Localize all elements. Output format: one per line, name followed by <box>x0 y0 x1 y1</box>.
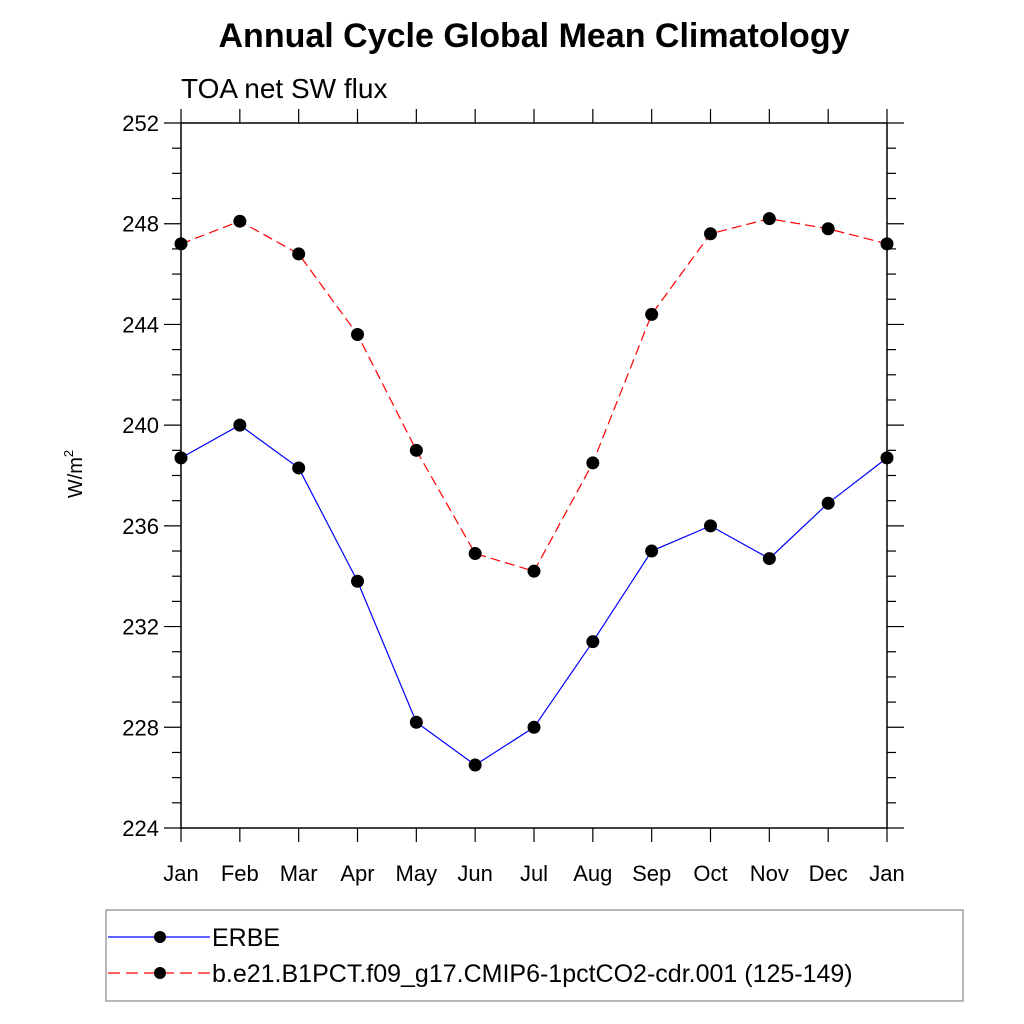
x-tick-label: Aug <box>573 861 612 886</box>
chart-title: Annual Cycle Global Mean Climatology <box>219 17 850 55</box>
y-tick-label: 228 <box>122 715 159 740</box>
x-tick-label: May <box>396 861 438 886</box>
x-tick-label: Jun <box>457 861 492 886</box>
x-tick-label: Dec <box>809 861 848 886</box>
data-point <box>704 519 717 533</box>
x-tick-label: Apr <box>340 861 374 886</box>
data-point <box>645 544 659 558</box>
y-axis-label-base: W/m <box>65 457 87 498</box>
data-point <box>527 720 541 734</box>
series-1 <box>174 418 894 772</box>
data-point <box>351 328 364 341</box>
data-point <box>704 227 717 241</box>
axis-ticks <box>164 109 904 842</box>
x-tick-label: Nov <box>750 861 789 886</box>
legend-marker <box>154 931 166 943</box>
x-tick-labels: Jan Feb Mar Apr May Jun Jul Aug Sep Oct Nov Dec Jan <box>163 861 904 886</box>
data-point <box>821 222 835 236</box>
legend-label: ERBE <box>212 924 280 952</box>
data-point <box>527 564 541 578</box>
legend-item-2: b.e21.B1PCT.f09_g17.CMIP6-1pctCO2-cdr.00… <box>108 960 853 988</box>
data-point <box>233 418 247 432</box>
y-tick-label: 232 <box>122 615 159 640</box>
data-point <box>468 758 482 772</box>
chart-subtitle: TOA net SW flux <box>181 73 387 104</box>
y-tick-label: 252 <box>122 111 159 136</box>
y-axis-label: W/m2 <box>61 450 87 498</box>
series-2 <box>174 212 894 578</box>
y-tick-label: 244 <box>122 312 159 337</box>
x-tick-label: Feb <box>221 861 259 886</box>
legend-box <box>105 909 964 1002</box>
y-tick-label: 236 <box>122 514 159 539</box>
data-point <box>468 547 482 561</box>
data-point <box>762 212 776 226</box>
legend-item-1: ERBE <box>108 924 280 952</box>
legend-label: b.e21.B1PCT.f09_g17.CMIP6-1pctCO2-cdr.00… <box>212 960 853 988</box>
data-point <box>292 461 306 475</box>
data-point <box>409 715 423 729</box>
x-tick-label: Jan <box>163 861 198 886</box>
data-point <box>762 552 776 566</box>
legend-marker <box>154 967 166 979</box>
y-tick-label: 240 <box>122 413 159 438</box>
data-point <box>351 574 364 588</box>
x-tick-label: Sep <box>632 861 671 886</box>
data-point <box>292 247 306 261</box>
y-tick-labels: 224 228 232 236 240 244 248 252 <box>122 111 159 841</box>
data-point <box>880 451 894 465</box>
data-point <box>233 214 247 228</box>
data-point <box>586 635 600 649</box>
y-tick-label: 224 <box>122 816 159 841</box>
data-point <box>174 451 188 465</box>
x-tick-label: Oct <box>693 861 727 886</box>
series-line <box>180 218 888 572</box>
x-tick-label: Jul <box>520 861 548 886</box>
x-tick-label: Mar <box>280 861 318 886</box>
series-layer <box>174 212 894 772</box>
y-tick-label: 248 <box>122 212 159 237</box>
data-point <box>880 237 894 251</box>
y-axis-label-superscript: 2 <box>61 450 76 457</box>
data-point <box>586 456 600 470</box>
data-point <box>645 307 659 321</box>
series-line <box>180 424 888 766</box>
legend: ERBE b.e21.B1PCT.f09_g17.CMIP6-1pctCO2-cd… <box>108 924 853 988</box>
data-point <box>174 237 188 251</box>
data-point <box>821 496 835 510</box>
data-point <box>409 443 423 457</box>
x-tick-label: Jan <box>869 861 904 886</box>
